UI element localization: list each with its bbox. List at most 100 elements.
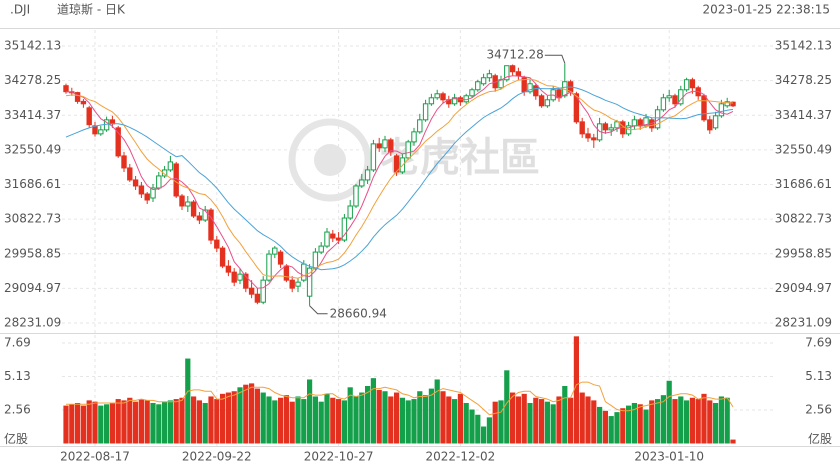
candle-body bbox=[573, 93, 580, 123]
volume-bar bbox=[336, 399, 342, 444]
volume-bar bbox=[568, 397, 574, 444]
y-tick-label: 29958.85 bbox=[4, 246, 61, 260]
candle-body bbox=[318, 245, 324, 253]
volume-bar bbox=[109, 402, 115, 444]
volume-bar bbox=[266, 396, 272, 444]
candle-body bbox=[306, 267, 313, 297]
symbol: .DJI bbox=[10, 3, 30, 17]
volume-bar bbox=[550, 404, 556, 444]
candle-body bbox=[347, 205, 353, 219]
candle-body bbox=[324, 231, 330, 247]
volume-bar bbox=[191, 396, 197, 444]
volume-bar bbox=[481, 426, 487, 444]
volume-bar bbox=[452, 399, 458, 444]
candle-body bbox=[724, 101, 730, 107]
candle-body bbox=[127, 167, 133, 181]
candle-body bbox=[533, 85, 539, 97]
x-tick-label: 2022-12-02 bbox=[426, 450, 496, 464]
candle-body bbox=[237, 273, 243, 281]
candle-body bbox=[109, 119, 116, 125]
volume-bar bbox=[446, 396, 452, 444]
volume-bar bbox=[399, 397, 405, 444]
volume-bar bbox=[341, 400, 347, 444]
volume-bar bbox=[376, 389, 382, 444]
low-annotation-line bbox=[309, 305, 328, 315]
candle-body bbox=[312, 251, 319, 269]
volume-bar bbox=[475, 414, 481, 444]
volume-bar bbox=[614, 412, 620, 444]
volume-bar bbox=[382, 391, 388, 444]
candle-body bbox=[730, 101, 736, 107]
volume-bar bbox=[510, 392, 516, 444]
candle-body bbox=[451, 97, 458, 105]
candle-body bbox=[214, 239, 220, 249]
volume-bar bbox=[330, 397, 336, 444]
candle-body bbox=[219, 247, 226, 267]
y-tick-label: 31686.61 bbox=[4, 177, 61, 191]
volume-bar bbox=[666, 380, 672, 444]
candle-body bbox=[382, 139, 388, 149]
moving-average bbox=[65, 86, 734, 271]
candle-body bbox=[353, 185, 359, 207]
x-tick-label: 2022-09-22 bbox=[182, 450, 252, 464]
y-tick-label-right: 30822.73 bbox=[775, 212, 832, 226]
volume-bar bbox=[730, 439, 736, 444]
volume-bar bbox=[144, 400, 150, 444]
candle-body bbox=[179, 195, 185, 207]
volume-moving-average bbox=[66, 381, 734, 416]
candle-body bbox=[417, 119, 423, 133]
volume-bar bbox=[620, 408, 626, 444]
moving-average bbox=[65, 75, 734, 289]
volume-bar bbox=[98, 405, 104, 444]
volume-bar bbox=[283, 395, 289, 444]
volume-bar bbox=[179, 397, 185, 444]
candle-body bbox=[86, 107, 92, 126]
x-tick-label: 2022-08-17 bbox=[60, 450, 130, 464]
volume-bar bbox=[307, 379, 313, 444]
candle-body bbox=[608, 127, 614, 131]
volume-bar bbox=[359, 392, 365, 444]
volume-bar bbox=[579, 392, 585, 444]
candle-body bbox=[689, 79, 696, 89]
volume-bar bbox=[208, 396, 214, 444]
candle-body bbox=[341, 217, 348, 241]
volume-bar bbox=[637, 404, 643, 444]
y-tick-label-right: 28231.09 bbox=[775, 316, 832, 330]
volume-bar bbox=[347, 387, 353, 444]
candle-body bbox=[475, 81, 481, 91]
candle-body bbox=[579, 121, 585, 135]
y-tick-label-right: 33414.37 bbox=[775, 108, 832, 122]
volume-bar bbox=[69, 404, 75, 444]
candle-body bbox=[295, 281, 301, 287]
volume-bar bbox=[539, 399, 545, 444]
candle-body bbox=[283, 265, 290, 281]
candle-body bbox=[504, 65, 510, 81]
volume-bar bbox=[718, 396, 724, 444]
volume-bar bbox=[562, 385, 568, 444]
volume-bar bbox=[405, 400, 411, 444]
volume-bar bbox=[225, 392, 231, 444]
candle-body bbox=[121, 155, 127, 169]
volume-bar bbox=[214, 399, 220, 444]
candle-body bbox=[469, 89, 475, 97]
volume-bar bbox=[655, 399, 661, 444]
volume-bar bbox=[672, 399, 678, 444]
volume-bar bbox=[318, 401, 324, 444]
volume-bar bbox=[272, 400, 278, 444]
volume-bar bbox=[713, 402, 719, 444]
volume-bar bbox=[295, 396, 301, 444]
candle-body bbox=[370, 143, 377, 171]
volume-bar bbox=[701, 393, 707, 444]
volume-bar bbox=[533, 397, 539, 444]
candle-body bbox=[614, 121, 620, 129]
volume-bar bbox=[515, 396, 521, 444]
candle-body bbox=[266, 253, 272, 281]
candle-body bbox=[440, 93, 446, 101]
volume-bar bbox=[173, 399, 179, 444]
x-tick-label: 2022-10-27 bbox=[304, 450, 374, 464]
candle-body bbox=[422, 103, 429, 121]
volume-bar bbox=[133, 401, 139, 444]
candle-body bbox=[173, 163, 179, 197]
volume-bar bbox=[544, 401, 550, 444]
